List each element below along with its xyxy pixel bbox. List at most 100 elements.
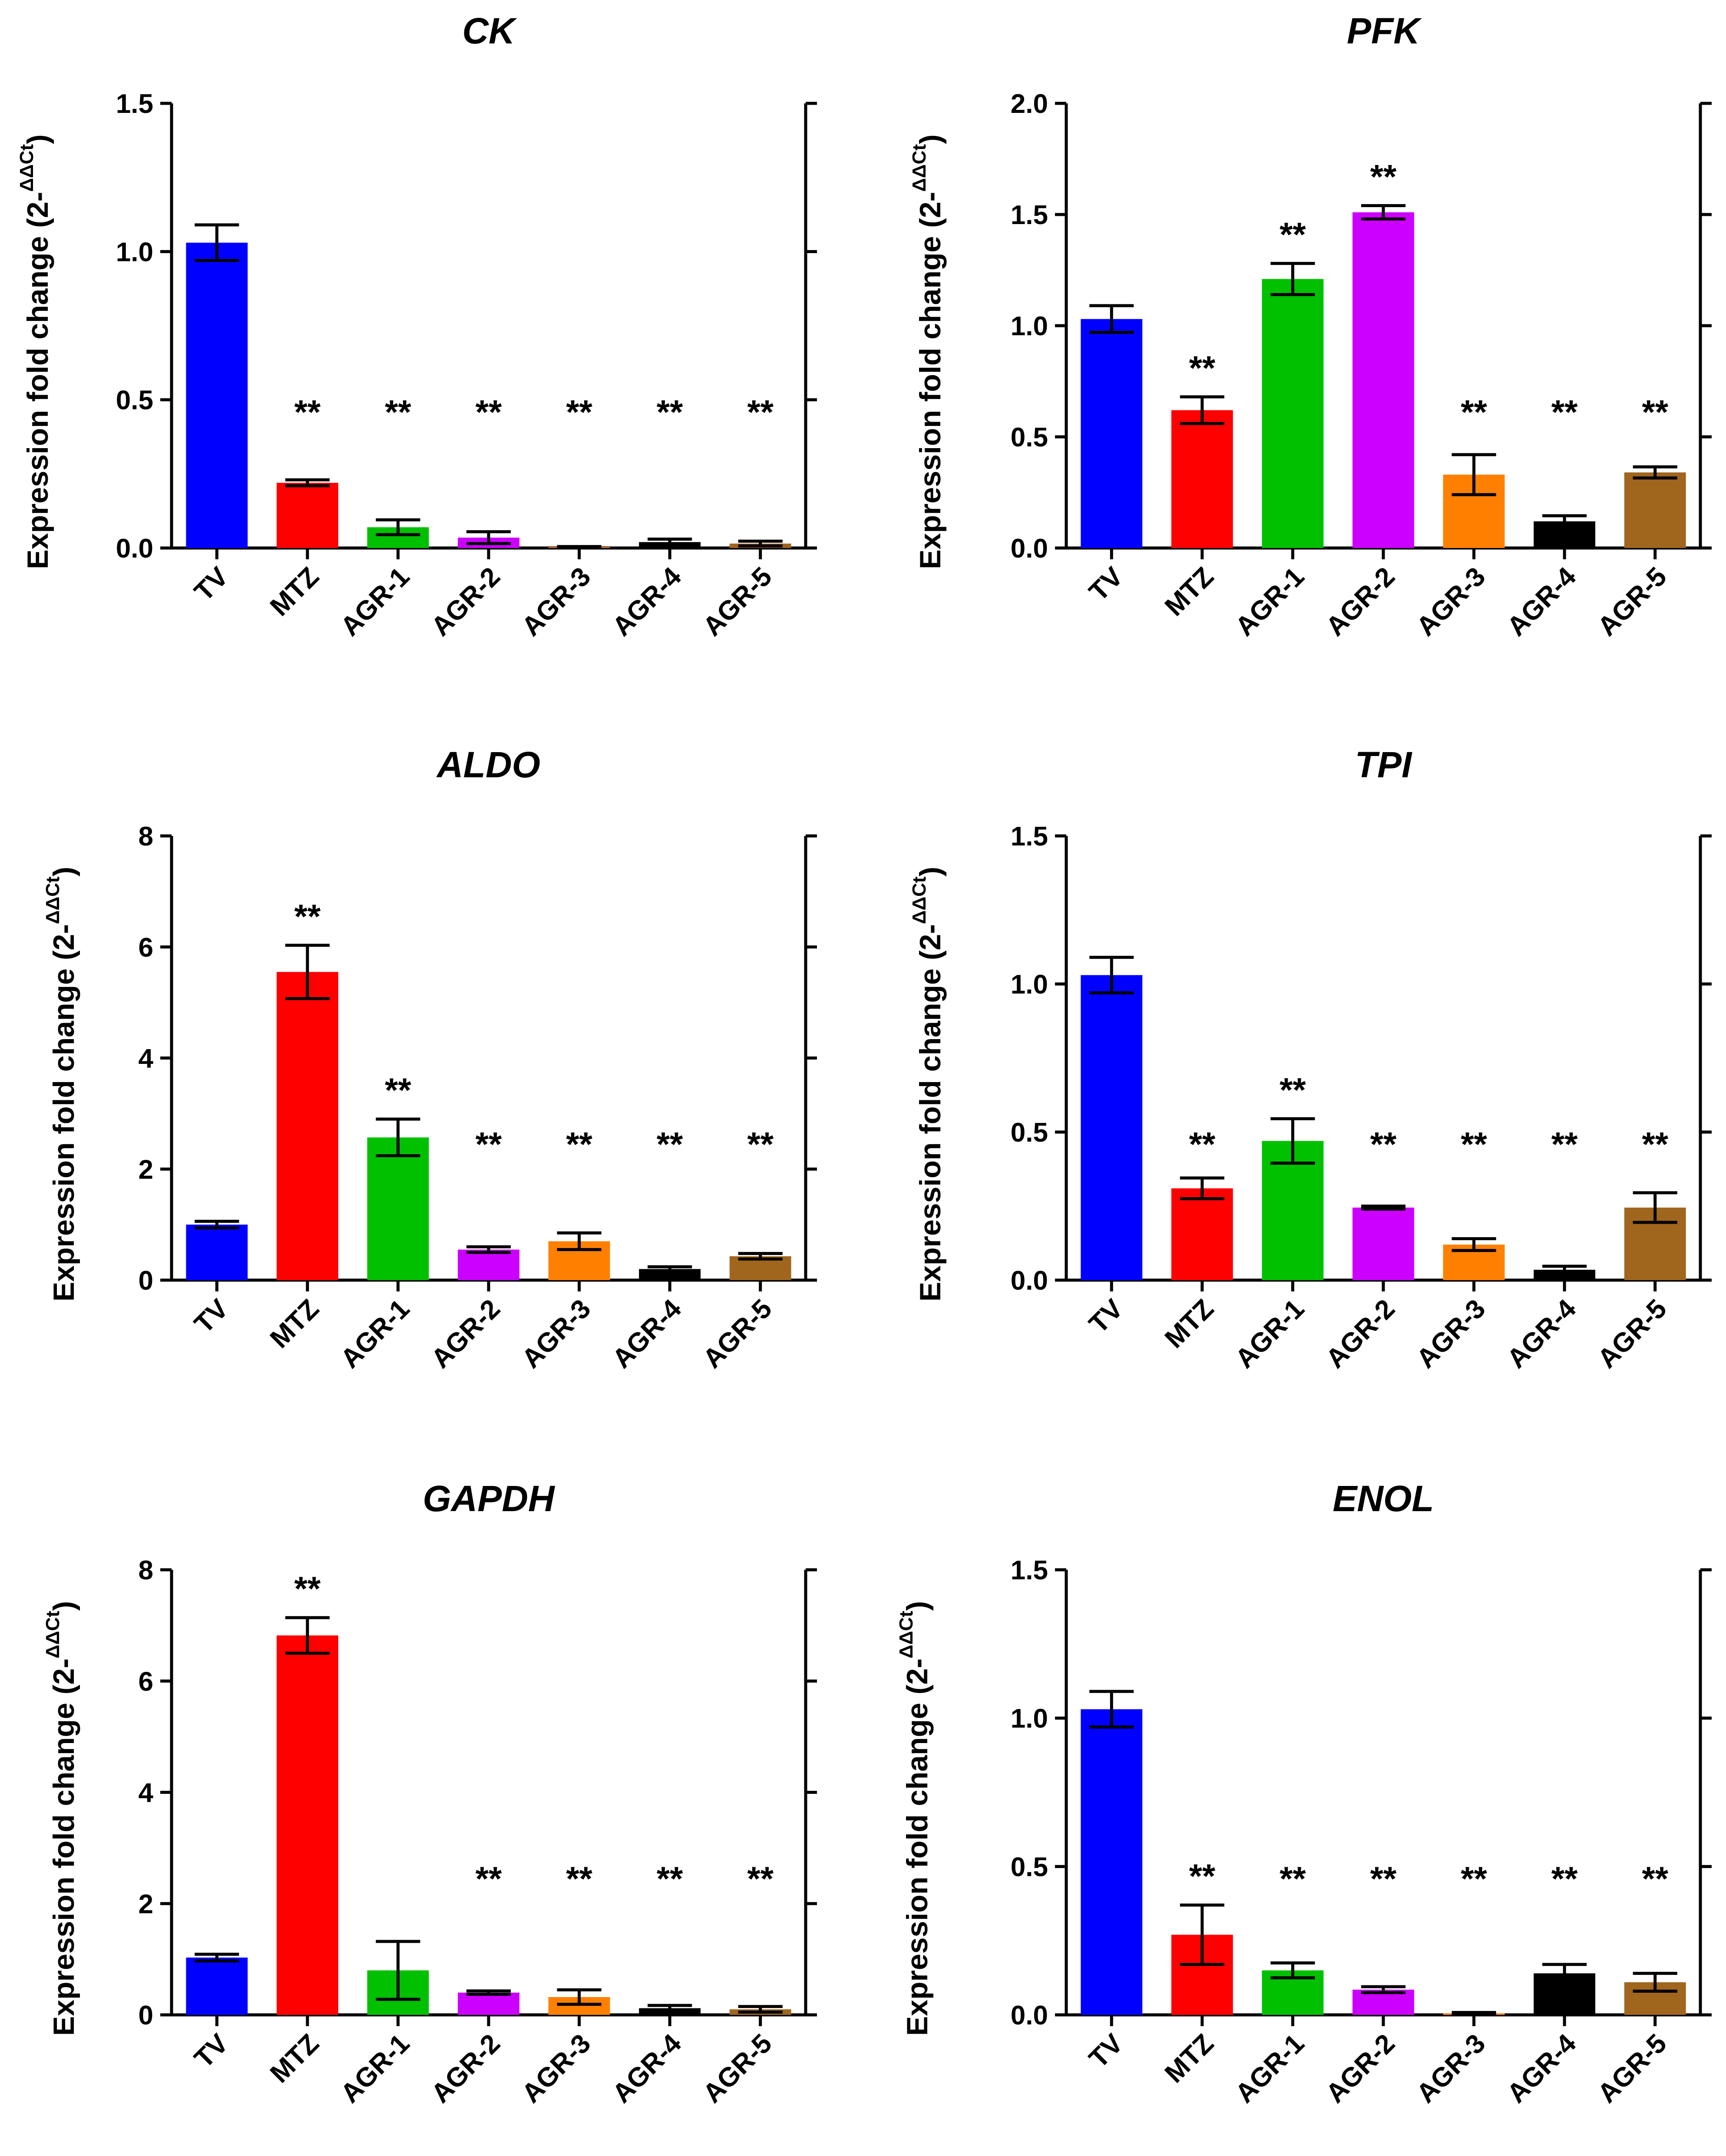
significance-marker: ** xyxy=(1642,1125,1668,1163)
significance-marker: ** xyxy=(1370,1125,1397,1163)
x-tick-label: AGR-1 xyxy=(1230,2028,1310,2109)
x-tick-label: AGR-2 xyxy=(1320,2028,1401,2109)
x-tick-label: AGR-2 xyxy=(426,1294,506,1374)
y-tick-label: 4 xyxy=(139,1044,154,1074)
y-tick-label: 6 xyxy=(139,933,153,963)
significance-marker: ** xyxy=(476,393,502,431)
x-tick-label: AGR-3 xyxy=(1411,2028,1491,2109)
y-axis-label-text: Expression fold change (2- xyxy=(47,924,80,1301)
bar-mtz xyxy=(1171,410,1233,548)
bar-agr-5 xyxy=(1624,472,1686,548)
x-tick-label: AGR-3 xyxy=(516,1294,596,1374)
significance-marker: ** xyxy=(1642,1859,1668,1898)
x-tick-label: AGR-4 xyxy=(1501,2028,1582,2109)
x-tick-label: AGR-3 xyxy=(516,561,596,642)
significance-marker: ** xyxy=(566,1859,592,1898)
significance-marker: ** xyxy=(385,1071,411,1109)
chart-panel-1: CK 0.0 0.5 1.0 1.5 Expression fold change (2-… xyxy=(16,10,817,642)
significance-marker: ** xyxy=(1642,393,1668,431)
y-axis-label: Expression fold change (2-ΔΔCt) xyxy=(42,867,80,1301)
x-tick-label: MTZ xyxy=(1159,561,1220,622)
y-tick-label: 0 xyxy=(139,1266,153,1296)
bar-mtz xyxy=(276,482,338,548)
y-axis-label: Expression fold change (2-ΔΔCt) xyxy=(909,867,947,1301)
y-tick-label: 6 xyxy=(139,1667,153,1697)
x-tick-label: TV xyxy=(188,561,234,607)
y-axis-label: Expression fold change (2-ΔΔCt) xyxy=(42,1601,80,2036)
bar-mtz xyxy=(276,1635,338,2015)
significance-marker: ** xyxy=(1551,1125,1578,1163)
x-tick-label: AGR-2 xyxy=(1320,561,1401,642)
bar-agr-2 xyxy=(458,1249,519,1280)
y-tick-label: 1.0 xyxy=(1011,970,1048,1000)
significance-marker: ** xyxy=(657,1125,683,1163)
significance-marker: ** xyxy=(747,1125,774,1163)
y-tick-label: 1.5 xyxy=(1011,822,1048,852)
bar-tv xyxy=(1081,1709,1143,2015)
chart-title: ENOL xyxy=(1333,1478,1434,1519)
x-tick-label: AGR-5 xyxy=(697,561,777,642)
x-tick-label: AGR-2 xyxy=(426,2028,506,2109)
y-tick-label: 1.0 xyxy=(116,237,153,267)
y-tick-label: 0.0 xyxy=(1011,2001,1048,2031)
y-axis-label-close: ) xyxy=(901,1601,934,1611)
chart-title: CK xyxy=(462,10,517,51)
x-tick-label: MTZ xyxy=(265,2028,325,2089)
bar-mtz xyxy=(276,972,338,1280)
y-axis-label-close: ) xyxy=(914,134,947,144)
x-tick-label: AGR-4 xyxy=(607,2028,688,2109)
y-tick-label: 0.5 xyxy=(1011,423,1048,452)
x-tick-label: AGR-3 xyxy=(516,2028,596,2109)
y-axis-label-text: Expression fold change (2- xyxy=(901,1658,934,2036)
x-tick-label: AGR-4 xyxy=(607,1294,688,1374)
significance-marker: ** xyxy=(1189,349,1215,387)
chart-panel-3: ALDO 0 2 4 6 8 Expression fold change (2-ΔΔCt)… xyxy=(42,744,817,1374)
bar-agr-2 xyxy=(1352,212,1414,548)
significance-marker: ** xyxy=(1370,158,1397,196)
x-tick-label: AGR-4 xyxy=(1501,561,1582,642)
x-tick-label: AGR-1 xyxy=(1230,1294,1310,1374)
bar-agr-1 xyxy=(367,1137,429,1280)
y-axis-label-text: Expression fold change (2- xyxy=(47,1658,80,2036)
y-axis-label-superscript: ΔΔCt xyxy=(909,144,930,192)
significance-marker: ** xyxy=(1189,1857,1215,1895)
bar-tv xyxy=(186,1225,248,1280)
x-tick-label: AGR-5 xyxy=(1592,2028,1672,2109)
y-axis-label: Expression fold change (2-ΔΔCt) xyxy=(16,134,54,569)
chart-panel-2: PFK 0.0 0.5 1.0 1.5 2.0 Expression fold change… xyxy=(909,10,1712,642)
y-tick-label: 1.5 xyxy=(116,89,153,119)
significance-marker: ** xyxy=(294,1569,321,1608)
y-tick-label: 0.0 xyxy=(116,534,153,564)
bar-tv xyxy=(186,1958,248,2015)
y-axis-label-superscript: ΔΔCt xyxy=(42,1611,63,1658)
significance-marker: ** xyxy=(747,1859,774,1898)
significance-marker: ** xyxy=(1461,393,1487,431)
chart-panel-5: GAPDH 0 2 4 6 8 Expression fold change (2-ΔΔCt… xyxy=(42,1478,817,2109)
chart-panel-6: ENOL 0.0 0.5 1.0 1.5 Expression fold change (… xyxy=(896,1478,1712,2109)
x-tick-label: MTZ xyxy=(1159,1294,1220,1354)
chart-title: TPI xyxy=(1355,744,1412,785)
significance-marker: ** xyxy=(1370,1859,1397,1898)
significance-marker: ** xyxy=(476,1859,502,1898)
y-tick-label: 1.0 xyxy=(1011,1704,1048,1734)
x-tick-label: AGR-4 xyxy=(607,561,688,642)
significance-marker: ** xyxy=(1461,1125,1487,1163)
y-tick-label: 2 xyxy=(139,1889,153,1919)
y-tick-label: 8 xyxy=(139,1555,153,1585)
bar-agr-2 xyxy=(458,1992,519,2015)
x-tick-label: TV xyxy=(1083,1294,1129,1339)
x-tick-label: TV xyxy=(1083,561,1129,607)
significance-marker: ** xyxy=(1280,1070,1306,1109)
bar-tv xyxy=(1081,975,1143,1280)
significance-marker: ** xyxy=(294,897,321,935)
y-tick-label: 2 xyxy=(139,1155,153,1185)
x-tick-label: TV xyxy=(188,1294,234,1339)
y-axis-label-close: ) xyxy=(47,1601,80,1611)
significance-marker: ** xyxy=(1189,1125,1215,1163)
significance-marker: ** xyxy=(566,1125,592,1163)
y-axis-label-superscript: ΔΔCt xyxy=(909,876,930,924)
y-tick-label: 8 xyxy=(139,822,153,852)
x-tick-label: AGR-1 xyxy=(335,2028,415,2109)
x-tick-label: AGR-4 xyxy=(1501,1294,1582,1374)
y-axis-label-superscript: ΔΔCt xyxy=(16,144,37,192)
